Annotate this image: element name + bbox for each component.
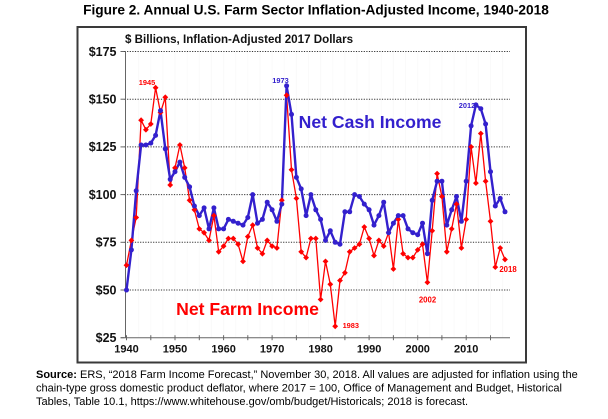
svg-text:$50: $50 (96, 283, 117, 297)
svg-text:2012: 2012 (459, 101, 475, 110)
svg-text:$75: $75 (96, 236, 117, 250)
svg-text:1960: 1960 (211, 344, 235, 356)
svg-text:1950: 1950 (163, 344, 187, 356)
svg-text:1945: 1945 (139, 78, 155, 87)
svg-text:$25: $25 (96, 331, 117, 345)
svg-text:1970: 1970 (260, 344, 284, 356)
svg-text:2010: 2010 (454, 344, 478, 356)
svg-text:$175: $175 (89, 45, 117, 59)
svg-text:Net Cash Income: Net Cash Income (299, 112, 442, 132)
svg-text:2018: 2018 (499, 265, 517, 274)
svg-text:Net Farm Income: Net Farm Income (176, 299, 319, 319)
svg-text:1940: 1940 (114, 344, 138, 356)
svg-text:$150: $150 (89, 93, 117, 107)
svg-text:2000: 2000 (405, 344, 429, 356)
svg-text:Source: ERS, “2018 Farm Income: Source: ERS, “2018 Farm Income Forecast,… (36, 369, 578, 381)
svg-text:1973: 1973 (272, 76, 288, 85)
svg-text:1990: 1990 (357, 344, 381, 356)
svg-text:2002: 2002 (419, 296, 437, 305)
svg-text:$125: $125 (89, 140, 117, 154)
svg-text:$ Billions, Inflation-Adjusted: $ Billions, Inflation-Adjusted 2017 Doll… (125, 33, 353, 46)
svg-text:chain-type gross domestic prod: chain-type gross domestic product deflat… (36, 383, 562, 395)
svg-text:$100: $100 (89, 188, 117, 202)
svg-text:1983: 1983 (343, 321, 359, 330)
svg-text:Figure 2. Annual U.S. Farm Sec: Figure 2. Annual U.S. Farm Sector Inflat… (83, 3, 549, 18)
svg-text:1980: 1980 (308, 344, 332, 356)
svg-text:Tables, Table 10.1, https://ww: Tables, Table 10.1, https://www.whitehou… (36, 396, 468, 408)
